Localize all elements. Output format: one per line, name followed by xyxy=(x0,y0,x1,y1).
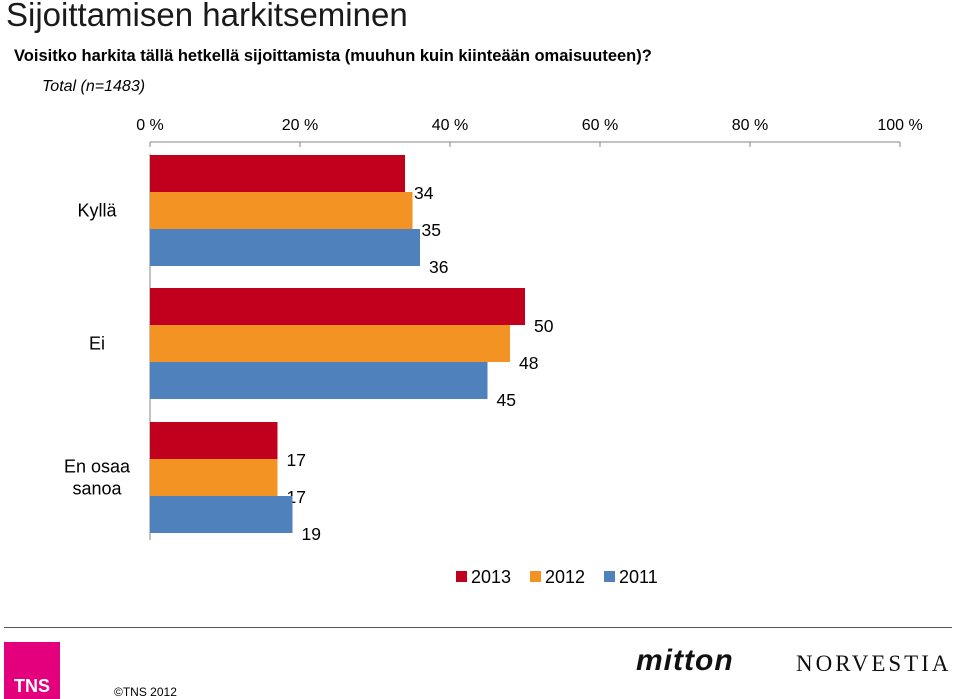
legend-label: 2013 xyxy=(471,567,511,587)
tns-logo: TNS xyxy=(4,642,60,699)
copyright-text: ©TNS 2012 xyxy=(114,685,177,699)
x-tick-label: 60 % xyxy=(582,117,618,134)
data-label: 35 xyxy=(422,220,441,240)
milton-logo: mitton xyxy=(636,644,734,677)
legend-swatch-2012 xyxy=(530,571,541,582)
bar-2012 xyxy=(150,459,278,496)
survey-question: Voisitko harkita tällä hetkellä sijoitta… xyxy=(14,47,652,65)
x-tick-label: 80 % xyxy=(732,117,768,134)
data-label: 45 xyxy=(497,390,516,410)
x-tick-label: 100 % xyxy=(877,117,922,134)
legend-swatch-2013 xyxy=(456,571,467,582)
tns-logo-text: TNS xyxy=(14,676,50,696)
bar-chart: 0 % 20 % 40 % 60 % 80 % 100 % 34 35 36 Kyllä 50 484… xyxy=(64,117,923,587)
legend-label: 2011 xyxy=(619,567,658,587)
bar-2013 xyxy=(150,288,525,325)
category-label: Ei xyxy=(89,334,105,354)
legend-swatch-2011 xyxy=(604,571,615,582)
bar-2011 xyxy=(150,496,293,533)
page-title: Sijoittamisen harkitseminen xyxy=(6,0,408,33)
data-label: 34 xyxy=(414,183,434,203)
bar-2013 xyxy=(150,155,405,192)
sample-base: Total (n=1483) xyxy=(42,78,146,95)
bar-2011 xyxy=(150,362,488,399)
data-label: 50 xyxy=(534,316,554,336)
footer-divider xyxy=(4,627,952,628)
bar-2012 xyxy=(150,192,413,229)
category-label: Kyllä xyxy=(77,201,117,221)
bar-2013 xyxy=(150,422,278,459)
bar-2011 xyxy=(150,229,420,266)
x-tick-label: 20 % xyxy=(282,117,318,134)
data-label: 17 xyxy=(287,450,306,470)
data-label: 36 xyxy=(429,257,448,277)
category-label: En osaa xyxy=(64,457,131,477)
legend-label: 2012 xyxy=(545,567,585,587)
data-label: 48 xyxy=(519,353,538,373)
x-tick-label: 40 % xyxy=(432,117,468,134)
x-tick-label: 0 % xyxy=(136,117,164,134)
category-label: sanoa xyxy=(72,479,122,499)
norvestia-logo: NORVESTIA xyxy=(796,651,952,676)
data-label: 19 xyxy=(302,524,321,544)
bar-2012 xyxy=(150,325,510,362)
